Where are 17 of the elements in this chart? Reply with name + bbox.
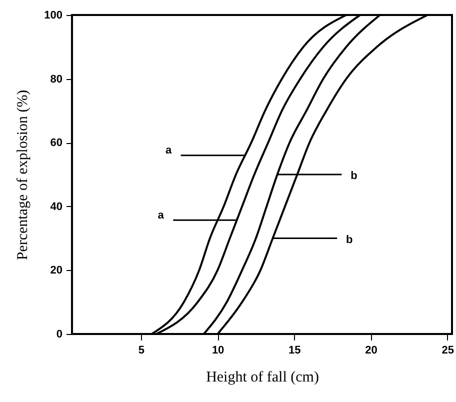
y-tick-label: 20 bbox=[50, 264, 62, 277]
annotation: a bbox=[158, 209, 165, 222]
x-tick-label: 25 bbox=[442, 344, 454, 356]
x-tick-label: 15 bbox=[288, 344, 301, 356]
x-tick-label: 5 bbox=[138, 344, 145, 356]
x-axis-title: Height of fall (cm) bbox=[206, 370, 319, 386]
y-tick-label: 0 bbox=[56, 328, 62, 340]
annotation: a bbox=[165, 144, 172, 157]
y-axis-title: Percentage of explosion (%) bbox=[15, 90, 32, 260]
y-tick-label: 60 bbox=[50, 137, 62, 150]
y-tick-label: 100 bbox=[44, 10, 62, 22]
annotation: b bbox=[346, 234, 353, 246]
y-tick-label: 40 bbox=[50, 200, 62, 213]
x-tick-label: 20 bbox=[365, 344, 378, 356]
annotation: b bbox=[350, 170, 358, 182]
x-tick-label: 10 bbox=[212, 344, 224, 356]
y-tick-label: 80 bbox=[50, 73, 62, 86]
